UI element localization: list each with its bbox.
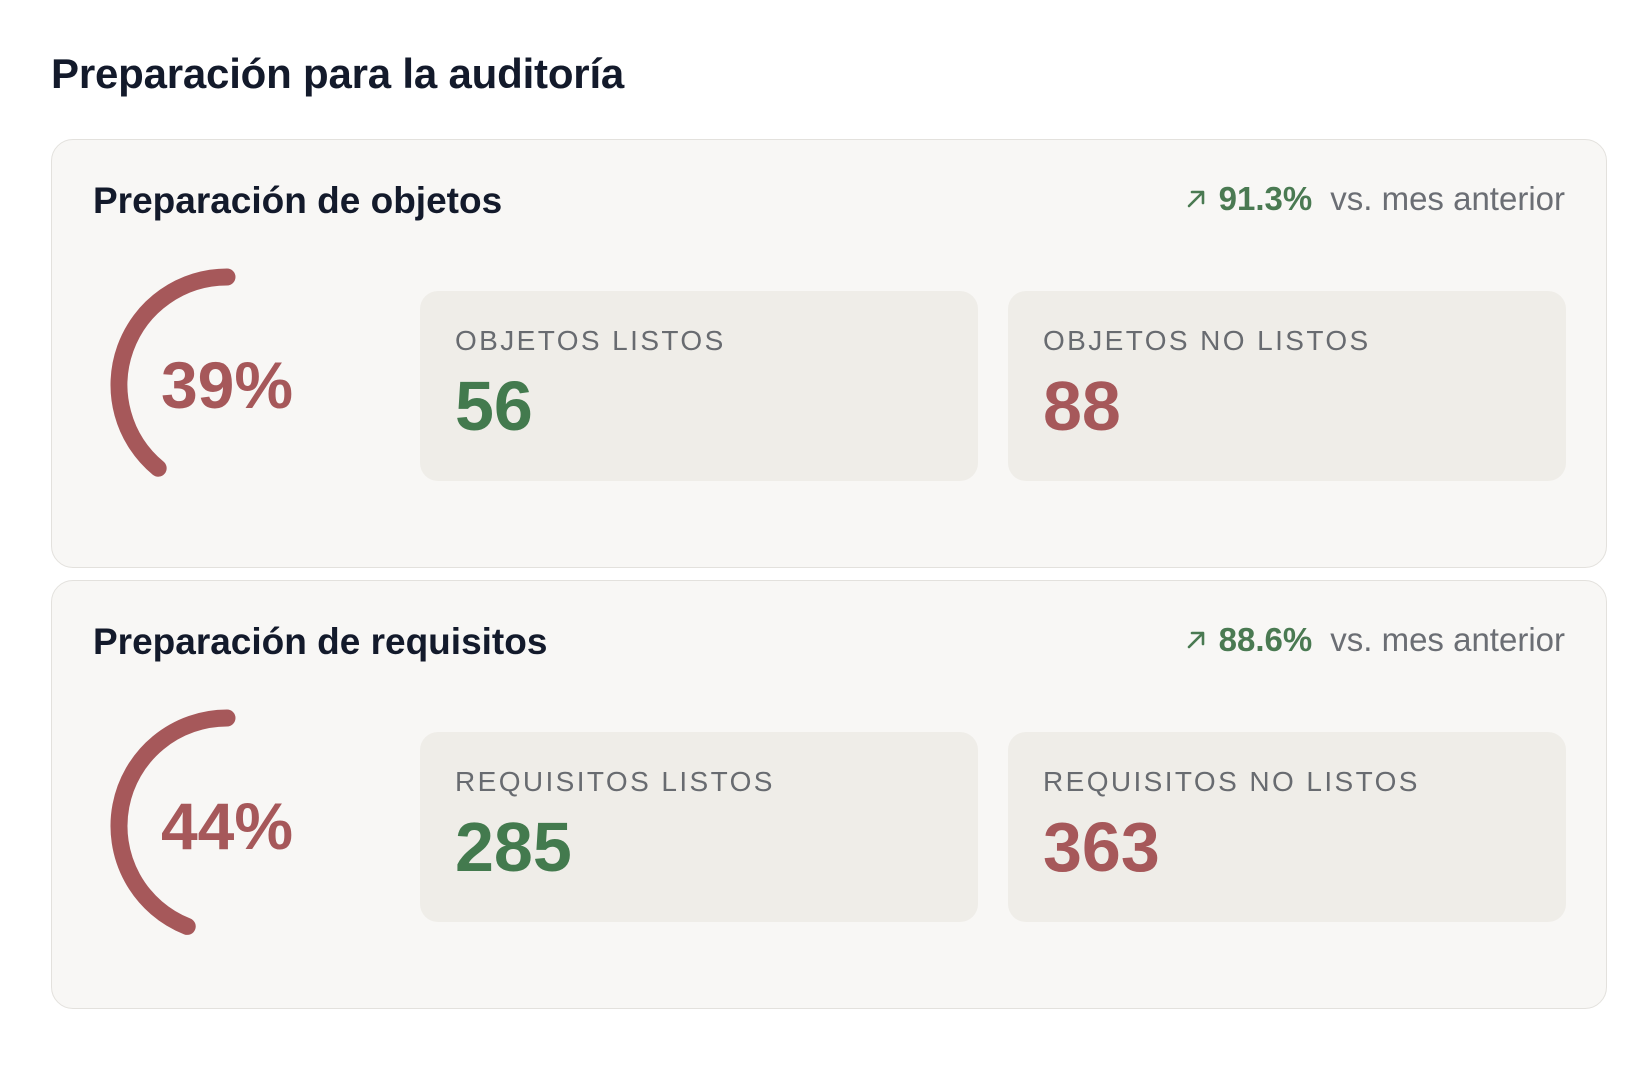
ready-stat-value: 285 xyxy=(455,808,572,886)
trend-label: vs. mes anterior xyxy=(1330,180,1565,217)
not-ready-stat: OBJETOS NO LISTOS 88 xyxy=(1008,291,1566,481)
trend-indicator: 91.3% vs. mes anterior xyxy=(1185,180,1565,226)
gauge-percentage: 44% xyxy=(160,789,294,863)
readiness-gauge: 39% xyxy=(97,255,357,515)
not-ready-stat-value: 88 xyxy=(1043,367,1121,445)
requirements-readiness-card: Preparación de requisitos 88.6% vs. mes … xyxy=(51,580,1607,1009)
gauge-ring xyxy=(110,268,236,477)
trend-indicator: 88.6% vs. mes anterior xyxy=(1185,621,1565,667)
not-ready-stat-label: REQUISITOS NO LISTOS xyxy=(1043,766,1420,797)
card-title: Preparación de requisitos xyxy=(93,621,548,662)
gauge-percentage: 39% xyxy=(160,348,294,422)
not-ready-stat-label: OBJETOS NO LISTOS xyxy=(1043,325,1371,356)
ready-stat-value: 56 xyxy=(455,367,533,445)
not-ready-stat-value: 363 xyxy=(1043,808,1160,886)
trend-label: vs. mes anterior xyxy=(1330,621,1565,658)
gauge-arc xyxy=(110,268,236,477)
gauge-ring xyxy=(110,709,236,935)
trend-value: 88.6% xyxy=(1218,621,1313,658)
readiness-gauge: 44% xyxy=(97,696,357,956)
objects-readiness-card: Preparación de objetos 91.3% vs. mes ant… xyxy=(51,139,1607,568)
ready-stat: OBJETOS LISTOS 56 xyxy=(420,291,978,481)
trend-value: 91.3% xyxy=(1218,180,1313,217)
card-title: Preparación de objetos xyxy=(93,180,503,221)
gauge-arc xyxy=(110,709,236,935)
not-ready-stat: REQUISITOS NO LISTOS 363 xyxy=(1008,732,1566,922)
ready-stat-label: REQUISITOS LISTOS xyxy=(455,766,775,797)
arrow-up-right-icon xyxy=(1187,190,1204,208)
ready-stat: REQUISITOS LISTOS 285 xyxy=(420,732,978,922)
page-title: Preparación para la auditoría xyxy=(51,50,625,97)
arrow-up-right-icon xyxy=(1187,631,1204,649)
ready-stat-label: OBJETOS LISTOS xyxy=(455,325,726,356)
